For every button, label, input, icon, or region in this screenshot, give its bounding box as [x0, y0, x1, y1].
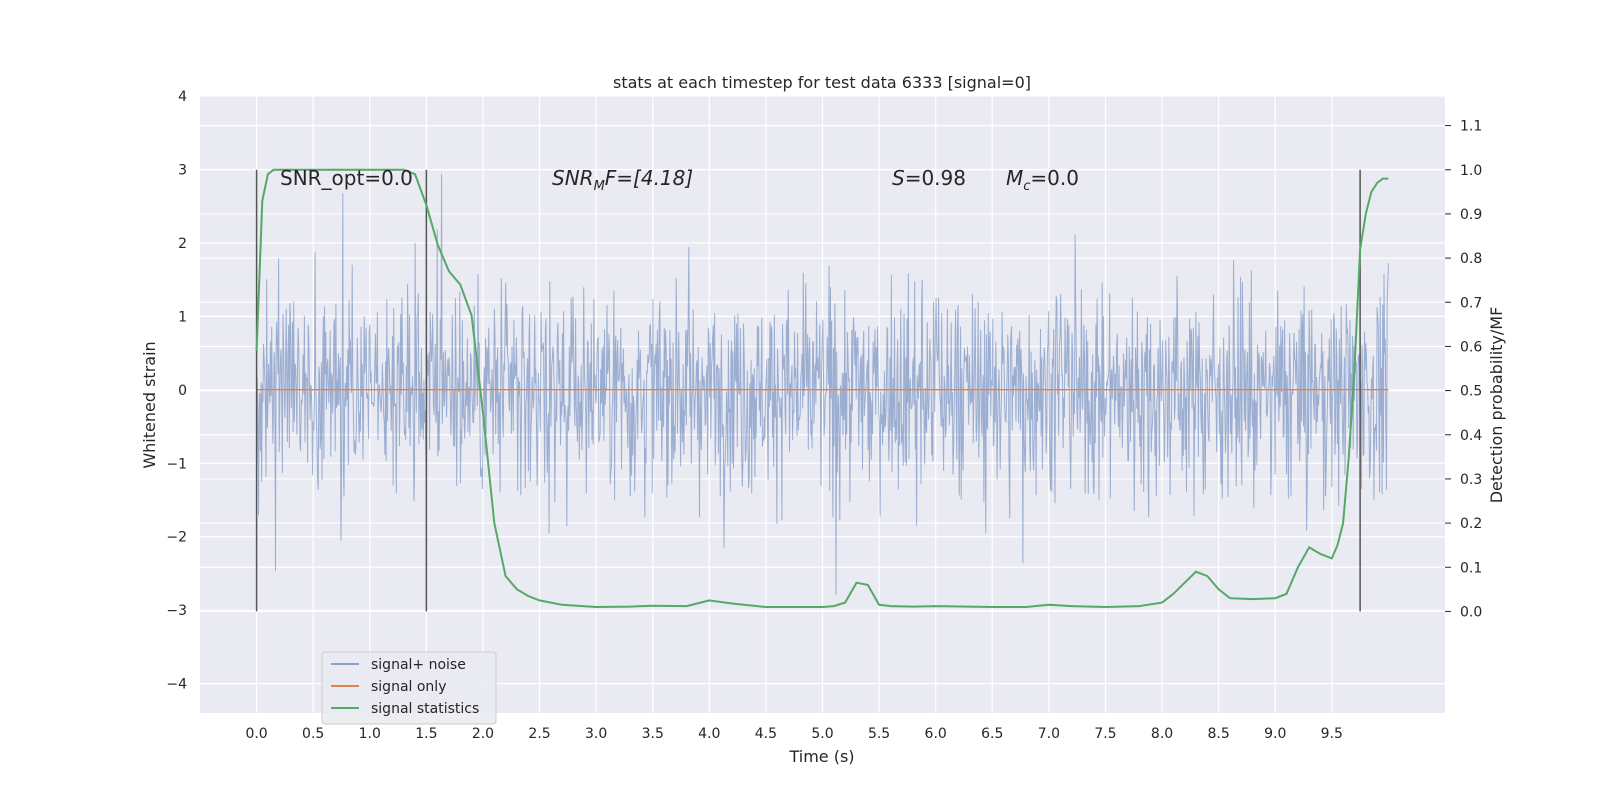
- y2-tick-label: 0.1: [1460, 560, 1482, 576]
- x-tick-label: 2.5: [528, 726, 550, 742]
- annotation-s: S=0.98: [892, 166, 966, 190]
- x-tick-label: 1.0: [359, 726, 381, 742]
- y-tick-label: −2: [166, 530, 187, 546]
- x-tick-label: 2.0: [472, 726, 494, 742]
- y2-tick-label: 0.5: [1460, 384, 1482, 400]
- y2-tick-label: 1.0: [1460, 163, 1482, 179]
- noise-line: [256, 173, 1389, 596]
- y2-tick-label: 1.1: [1460, 119, 1482, 135]
- x-tick-label: 8.0: [1151, 726, 1173, 742]
- y2-tick-label: 0.3: [1460, 472, 1482, 488]
- x-tick-label: 9.0: [1264, 726, 1286, 742]
- noise-series: [256, 173, 1389, 596]
- y2-tick-label: 0.7: [1460, 295, 1482, 311]
- legend-box: [321, 651, 497, 725]
- legend-label-noise: signal+ noise: [371, 657, 466, 673]
- y-tick-label: −4: [166, 677, 187, 693]
- chart-title: stats at each timestep for test data 633…: [613, 73, 1031, 92]
- annotation-snr-mf-sub: M: [594, 179, 605, 194]
- x-axis-title: Time (s): [788, 747, 854, 766]
- y-tick-label: 1: [178, 309, 187, 325]
- annotation-snr-mf-base: SNR: [552, 166, 594, 190]
- y-axis-title: Whitened strain: [140, 341, 159, 468]
- y-tick-label: 4: [178, 89, 187, 105]
- annotation-s-base: S: [892, 166, 905, 190]
- x-tick-label: 3.5: [642, 726, 664, 742]
- y-tick-label: 3: [178, 162, 187, 178]
- y2-tick-label: 0.0: [1460, 604, 1482, 620]
- x-tick-label: 5.0: [811, 726, 833, 742]
- annotation-snr-opt: SNR_opt=0.0: [280, 166, 413, 190]
- x-tick-label: 5.5: [868, 726, 890, 742]
- x-tick-label: 4.0: [698, 726, 720, 742]
- y2-tick-label: 0.9: [1460, 207, 1482, 223]
- y2-tick-label: 0.6: [1460, 339, 1482, 355]
- y-tick-label: −1: [166, 456, 187, 472]
- annotation-mc-sub: c: [1023, 179, 1030, 194]
- x-tick-label: 6.0: [925, 726, 947, 742]
- y2-axis-title: Detection probability/MF: [1487, 307, 1506, 504]
- y-tick-label: 2: [178, 236, 187, 252]
- stats-line: [255, 168, 1389, 609]
- annotations: SNR_opt=0.0 SNRMF=[4.18] S=0.98 Mc=0.0: [280, 166, 1079, 194]
- x-tick-label: 9.5: [1321, 726, 1343, 742]
- y2-tick-label: 0.8: [1460, 251, 1482, 267]
- x-tick-label: 8.5: [1208, 726, 1230, 742]
- stats-series: [255, 168, 1389, 609]
- y2-tick-label: 0.2: [1460, 516, 1482, 532]
- x-tick-label: 7.5: [1094, 726, 1116, 742]
- y2-tick-label: 0.4: [1460, 428, 1482, 444]
- y-tick-label: 0: [178, 383, 187, 399]
- x-tick-label: 4.5: [755, 726, 777, 742]
- annotation-s-rest: =0.98: [905, 166, 966, 190]
- annotation-snr-mf-rest: F=[4.18]: [605, 166, 693, 190]
- legend-label-stats: signal statistics: [371, 701, 479, 717]
- y-tick-label: −3: [166, 603, 187, 619]
- annotation-mc: Mc=0.0: [1006, 166, 1079, 194]
- x-tick-label: 3.0: [585, 726, 607, 742]
- legend: signal+ noise signal only signal statist…: [321, 651, 497, 725]
- ticks: 0.0 0.5 1.0 1.5 2.0 2.5 3.0 3.5 4.0 4.5 5.0 5.5 6.0 6…: [166, 89, 1482, 742]
- x-tick-label: 1.5: [415, 726, 437, 742]
- x-tick-label: 6.5: [981, 726, 1003, 742]
- x-tick-label: 7.0: [1038, 726, 1060, 742]
- x-tick-label: 0.0: [245, 726, 267, 742]
- legend-label-signal: signal only: [371, 679, 446, 695]
- annotation-mc-rest: =0.0: [1030, 166, 1079, 190]
- annotation-mc-base: M: [1006, 166, 1023, 190]
- annotation-snr-mf: SNRMF=[4.18]: [552, 166, 693, 194]
- x-tick-label: 0.5: [302, 726, 324, 742]
